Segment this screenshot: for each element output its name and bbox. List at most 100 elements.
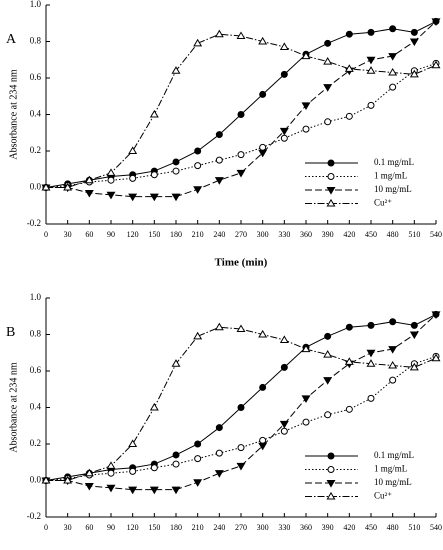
marker bbox=[259, 436, 267, 444]
marker bbox=[327, 159, 335, 167]
marker bbox=[367, 28, 375, 36]
marker bbox=[214, 470, 224, 478]
marker bbox=[259, 143, 267, 151]
marker bbox=[128, 439, 138, 448]
x-tick-label: 90 bbox=[107, 523, 115, 532]
marker bbox=[323, 377, 333, 385]
y-tick-label: 0.4 bbox=[30, 109, 42, 119]
marker bbox=[280, 427, 288, 435]
marker bbox=[171, 486, 181, 495]
marker bbox=[324, 411, 332, 419]
marker bbox=[409, 69, 419, 78]
y-tick-label: 0.4 bbox=[30, 402, 42, 412]
marker bbox=[258, 149, 268, 158]
marker bbox=[150, 171, 158, 179]
marker bbox=[409, 362, 419, 371]
marker bbox=[431, 353, 441, 362]
marker bbox=[366, 66, 376, 74]
marker bbox=[172, 167, 180, 175]
legend-label: Cu²⁺ bbox=[374, 198, 392, 208]
x-tick-label: 330 bbox=[278, 523, 290, 532]
marker bbox=[128, 486, 138, 495]
marker bbox=[128, 146, 138, 155]
x-tick-label: 270 bbox=[235, 523, 247, 532]
marker bbox=[388, 67, 398, 76]
marker bbox=[345, 30, 353, 38]
legend-label: 0.1 mg/mL bbox=[374, 157, 414, 167]
marker bbox=[106, 461, 116, 469]
marker bbox=[279, 127, 289, 136]
marker bbox=[193, 186, 203, 194]
marker bbox=[237, 111, 245, 118]
marker bbox=[128, 193, 138, 202]
y-tick-label: 0.2 bbox=[30, 145, 41, 155]
marker bbox=[171, 359, 181, 367]
x-tick-label: 270 bbox=[235, 230, 247, 239]
marker bbox=[172, 451, 180, 459]
marker bbox=[324, 118, 332, 126]
marker bbox=[129, 467, 137, 475]
x-tick-label: 180 bbox=[170, 523, 182, 532]
marker bbox=[327, 466, 335, 473]
marker bbox=[301, 102, 311, 110]
legend-label: 0.1 mg/mL bbox=[374, 450, 414, 460]
x-tick-label: 390 bbox=[322, 523, 334, 532]
x-tick-label: 480 bbox=[387, 230, 399, 239]
marker bbox=[367, 101, 375, 109]
marker bbox=[366, 56, 376, 65]
marker bbox=[409, 38, 419, 47]
x-tick-label: 450 bbox=[365, 230, 377, 239]
marker bbox=[389, 83, 397, 91]
marker bbox=[193, 479, 203, 487]
marker bbox=[389, 25, 397, 33]
marker bbox=[214, 177, 224, 185]
marker bbox=[279, 42, 289, 50]
x-tick-label: 300 bbox=[257, 230, 269, 239]
marker bbox=[84, 189, 94, 198]
marker bbox=[409, 331, 419, 340]
marker bbox=[236, 462, 246, 471]
y-tick-label: 0.8 bbox=[30, 36, 42, 46]
marker bbox=[323, 84, 333, 92]
marker bbox=[326, 186, 336, 195]
marker bbox=[214, 322, 224, 331]
y-axis-label: Absorbance at 234 nm bbox=[8, 362, 19, 452]
legend-label: Cu²⁺ bbox=[374, 491, 392, 501]
marker bbox=[150, 464, 158, 472]
x-tick-label: 30 bbox=[64, 230, 72, 239]
marker bbox=[279, 420, 289, 429]
panel-label: A bbox=[6, 32, 17, 47]
x-tick-label: 120 bbox=[127, 523, 139, 532]
marker bbox=[107, 176, 115, 184]
x-tick-label: 540 bbox=[430, 230, 442, 239]
marker bbox=[194, 455, 202, 463]
marker bbox=[366, 349, 376, 358]
x-tick-label: 510 bbox=[408, 523, 420, 532]
marker bbox=[193, 38, 203, 47]
marker bbox=[237, 404, 245, 411]
x-tick-label: 360 bbox=[300, 230, 312, 239]
marker bbox=[280, 134, 288, 142]
y-tick-label: 0.6 bbox=[30, 72, 42, 82]
x-tick-label: 60 bbox=[85, 230, 93, 239]
marker bbox=[367, 321, 375, 329]
marker bbox=[344, 357, 354, 365]
x-tick-label: 180 bbox=[170, 230, 182, 239]
series-line bbox=[45, 62, 437, 188]
marker bbox=[149, 109, 159, 118]
x-tick-label: 240 bbox=[213, 230, 225, 239]
marker bbox=[326, 491, 336, 500]
y-tick-label: 0.6 bbox=[30, 365, 42, 375]
marker bbox=[194, 162, 202, 170]
y-tick-label: 1.0 bbox=[30, 292, 42, 302]
marker bbox=[194, 440, 202, 448]
marker bbox=[194, 147, 202, 155]
marker bbox=[410, 28, 418, 36]
marker bbox=[236, 31, 246, 40]
marker bbox=[301, 344, 311, 353]
marker bbox=[84, 482, 94, 491]
marker bbox=[259, 90, 267, 98]
marker bbox=[258, 329, 268, 338]
marker bbox=[215, 131, 223, 139]
